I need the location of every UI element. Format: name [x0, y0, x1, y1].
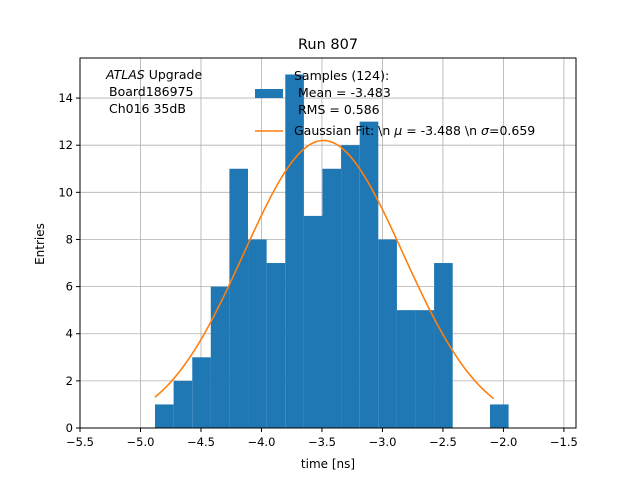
x-tick-label: −1.5	[550, 435, 578, 449]
histogram-bar-3	[210, 286, 230, 428]
y-tick-label: 12	[58, 138, 73, 152]
x-tick-label: −5.5	[66, 435, 94, 449]
x-tick-label: −4.0	[247, 435, 275, 449]
annotation-line-1: ATLAS Upgrade	[105, 67, 202, 82]
chart-title: Run 807	[298, 37, 358, 53]
legend-samples-line-2: Mean = -3.483	[298, 85, 391, 100]
legend-histogram-swatch	[255, 89, 283, 98]
y-tick-label: 4	[66, 327, 73, 341]
histogram-bar-18	[489, 404, 509, 428]
histogram-bar-15	[434, 263, 453, 428]
histogram-bar-0	[155, 404, 174, 428]
x-tick-label: −2.5	[429, 435, 457, 449]
x-tick-label: −3.0	[368, 435, 396, 449]
histogram-bar-1	[173, 380, 193, 428]
legend: Samples (124): Mean = -3.483 RMS = 0.586…	[255, 68, 535, 138]
histogram-bar-9	[322, 168, 342, 428]
y-tick-label: 10	[58, 185, 73, 199]
annotation-channel: Ch016 35dB	[109, 101, 186, 116]
x-axis-label: time [ns]	[301, 457, 355, 471]
y-tick-label: 8	[66, 232, 73, 246]
x-tick-label: −4.5	[187, 435, 215, 449]
histogram-bar-5	[248, 239, 267, 428]
y-axis-ticks: 0 2 4 6 8 10 12 14	[58, 91, 80, 435]
legend-fit-prefix: Gaussian Fit: \n	[294, 123, 394, 138]
axes-frame	[79, 57, 577, 429]
histogram-bar-12	[378, 239, 397, 428]
legend-fit-label: Gaussian Fit: \n μ = -3.488 \n σ=0.659	[294, 123, 535, 138]
histogram-bar-13	[396, 310, 416, 428]
gaussian-fit-layer	[154, 139, 495, 400]
y-tick-label: 0	[66, 421, 73, 435]
y-tick-label: 14	[58, 91, 73, 105]
plot-frame	[79, 57, 577, 429]
atlas-label: ATLAS	[105, 67, 145, 82]
upgrade-label: Upgrade	[145, 67, 203, 82]
x-tick-label: −5.0	[127, 435, 155, 449]
histogram-bar-8	[303, 215, 323, 428]
legend-fit-sigma: σ	[481, 123, 490, 138]
x-axis-ticks: −5.5 −5.0 −4.5 −4.0 −3.5 −3.0 −2.5 −2.0 −1.5	[66, 428, 578, 449]
histogram-bars	[155, 74, 509, 429]
annotation-board: Board186975	[109, 84, 193, 99]
y-tick-label: 2	[66, 374, 73, 388]
histogram-bar-11	[359, 121, 379, 429]
y-axis-label: Entries	[33, 223, 47, 265]
y-tick-label: 6	[66, 280, 73, 294]
legend-samples-line-3: RMS = 0.586	[298, 102, 380, 117]
histogram-bar-14	[415, 310, 435, 428]
histogram-bar-2	[192, 357, 211, 428]
x-tick-label: −3.5	[308, 435, 336, 449]
legend-fit-suffix: =0.659	[489, 123, 535, 138]
legend-fit-mu: μ	[393, 123, 402, 138]
legend-fit-mid: = -3.488 \n	[402, 123, 481, 138]
x-tick-label: −2.0	[489, 435, 517, 449]
histogram-bar-6	[266, 263, 286, 428]
histogram-bar-7	[285, 74, 304, 428]
histogram-bar-4	[229, 168, 249, 428]
gaussian-fit-curve	[154, 139, 495, 400]
histogram-bar-10	[341, 145, 360, 428]
annotation-block: ATLAS Upgrade Board186975 Ch016 35dB	[105, 67, 202, 116]
legend-samples-line-1: Samples (124):	[294, 68, 389, 83]
